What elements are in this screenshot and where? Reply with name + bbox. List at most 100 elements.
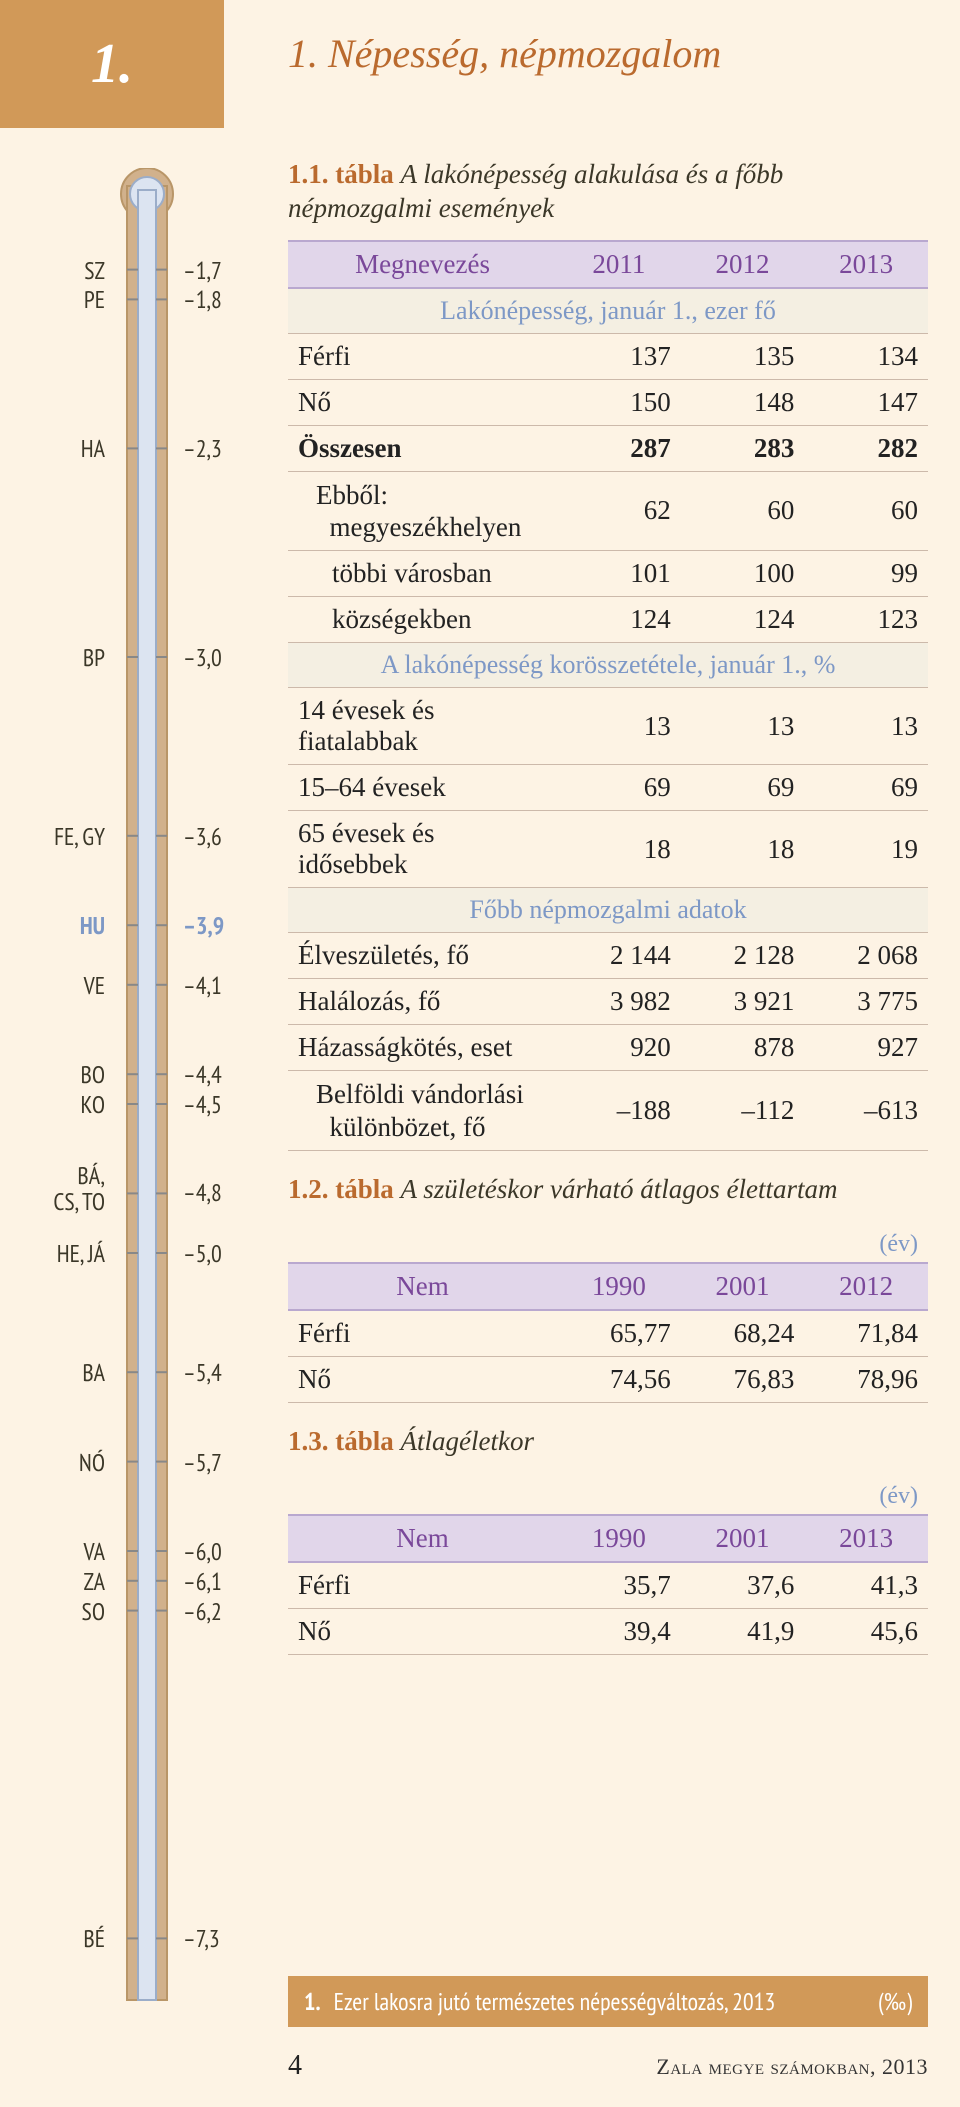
page-footer: 4 Zala megye számokban, 2013	[288, 2050, 928, 2082]
cell-value: –188	[557, 1071, 681, 1151]
row-label: Férfi	[288, 1310, 557, 1357]
cell-value: 69	[557, 765, 681, 811]
cell-value: 150	[557, 379, 681, 425]
cell-value: 282	[804, 425, 928, 471]
cell-value: 137	[557, 333, 681, 379]
cell-value: 148	[681, 379, 805, 425]
table-num: 1.2. tábla	[288, 1174, 394, 1204]
cell-value: 878	[681, 1025, 805, 1071]
header-year: 2012	[681, 241, 805, 288]
cell-value: 123	[804, 597, 928, 643]
cell-value: 283	[681, 425, 805, 471]
table-row: Nő39,441,945,6	[288, 1608, 928, 1654]
table-num: 1.1. tábla	[288, 159, 394, 189]
cell-value: 60	[681, 471, 805, 551]
table-row: Nő150148147	[288, 379, 928, 425]
thermo-value: –3,9	[183, 910, 243, 941]
chapter-number: 1.	[91, 32, 133, 96]
thermo-code: FE, GY	[35, 821, 105, 852]
thermo-code: VE	[35, 970, 105, 1001]
cell-value: 18	[557, 811, 681, 888]
table-row: Összesen287283282	[288, 425, 928, 471]
thermo-code: BO	[35, 1059, 105, 1090]
row-label: Ebből: megyeszékhelyen	[288, 471, 557, 551]
row-label: Összesen	[288, 425, 557, 471]
cell-value: 920	[557, 1025, 681, 1071]
table-1-1: Megnevezés201120122013Lakónépesség, janu…	[288, 240, 928, 1152]
cell-value: 2 144	[557, 933, 681, 979]
table-1-3-heading: 1.3. tábla Átlagéletkor	[288, 1425, 928, 1459]
thermo-value: –4,4	[183, 1059, 243, 1090]
cell-value: 78,96	[804, 1356, 928, 1402]
cell-value: 3 982	[557, 979, 681, 1025]
cell-value: 124	[681, 597, 805, 643]
thermo-code: BP	[35, 642, 105, 673]
row-label: Házasságkötés, eset	[288, 1025, 557, 1071]
cell-value: 3 921	[681, 979, 805, 1025]
header-year: 1990	[557, 1263, 681, 1310]
header-label: Megnevezés	[288, 241, 557, 288]
caption-number: 1.	[304, 1986, 321, 2017]
thermo-value: –3,6	[183, 821, 243, 852]
thermo-value: –4,8	[183, 1177, 243, 1208]
cell-value: 18	[681, 811, 805, 888]
row-label: Nő	[288, 1608, 557, 1654]
thermo-value: –6,1	[183, 1566, 243, 1597]
cell-value: 41,3	[804, 1562, 928, 1609]
table-row: községekben124124123	[288, 597, 928, 643]
cell-value: 71,84	[804, 1310, 928, 1357]
thermo-value: –1,7	[183, 255, 243, 286]
cell-value: 68,24	[681, 1310, 805, 1357]
unit-row: (év)	[288, 1221, 928, 1263]
table-row: Halálozás, fő3 9823 9213 775	[288, 979, 928, 1025]
section-title-row: Főbb népmozgalmi adatok	[288, 888, 928, 933]
table-row: Férfi35,737,641,3	[288, 1562, 928, 1609]
table-row: Férfi137135134	[288, 333, 928, 379]
header-year: 2013	[804, 241, 928, 288]
table-header-row: Megnevezés201120122013	[288, 241, 928, 288]
row-label: Férfi	[288, 333, 557, 379]
thermo-code: HA	[35, 433, 105, 464]
cell-value: 13	[557, 688, 681, 765]
header-label: Nem	[288, 1263, 557, 1310]
table-1-1-heading: 1.1. tábla A lakónépesség alakulása és a…	[288, 158, 928, 226]
section-title: Főbb népmozgalmi adatok	[288, 888, 928, 933]
cell-value: 100	[681, 551, 805, 597]
header-year: 2001	[681, 1515, 805, 1562]
thermo-code: SZ	[35, 255, 105, 286]
row-label: községekben	[288, 597, 557, 643]
footer-text: Zala megye számokban, 2013	[656, 2054, 928, 2080]
thermo-value: –5,4	[183, 1357, 243, 1388]
section-title: A lakónépesség korösszetétele, január 1.…	[288, 643, 928, 688]
table-header-row: Nem199020012013	[288, 1515, 928, 1562]
row-label: Élveszületés, fő	[288, 933, 557, 979]
thermo-value: –5,0	[183, 1238, 243, 1269]
table-row: 15–64 évesek696969	[288, 765, 928, 811]
cell-value: –613	[804, 1071, 928, 1151]
header-year: 2012	[804, 1263, 928, 1310]
table-1-2-heading: 1.2. tábla A születéskor várható átlagos…	[288, 1173, 928, 1207]
thermo-row: BÁ, CS, TO–4,8	[35, 1163, 259, 1194]
cell-value: 13	[804, 688, 928, 765]
page-number: 4	[288, 2050, 302, 2082]
unit-row: (év)	[288, 1473, 928, 1515]
table-row: Belföldi vándorlási különbözet, fő–188–1…	[288, 1071, 928, 1151]
cell-value: 101	[557, 551, 681, 597]
header-year: 2001	[681, 1263, 805, 1310]
cell-value: 3 775	[804, 979, 928, 1025]
section-title-row: Lakónépesség, január 1., ezer fő	[288, 288, 928, 334]
table-row: Élveszületés, fő2 1442 1282 068	[288, 933, 928, 979]
table-title: A születéskor várható átlagos élettartam	[401, 1174, 838, 1204]
cell-value: 37,6	[681, 1562, 805, 1609]
content-column: 1.1. tábla A lakónépesség alakulása és a…	[288, 136, 928, 1655]
row-label: Halálozás, fő	[288, 979, 557, 1025]
cell-value: 2 128	[681, 933, 805, 979]
thermo-code: HE, JÁ	[35, 1238, 105, 1269]
cell-value: 74,56	[557, 1356, 681, 1402]
header-year: 2011	[557, 241, 681, 288]
table-row: Férfi65,7768,2471,84	[288, 1310, 928, 1357]
cell-value: 35,7	[557, 1562, 681, 1609]
row-label: 14 évesek és fiatalabbak	[288, 688, 557, 765]
cell-value: 287	[557, 425, 681, 471]
cell-value: 927	[804, 1025, 928, 1071]
